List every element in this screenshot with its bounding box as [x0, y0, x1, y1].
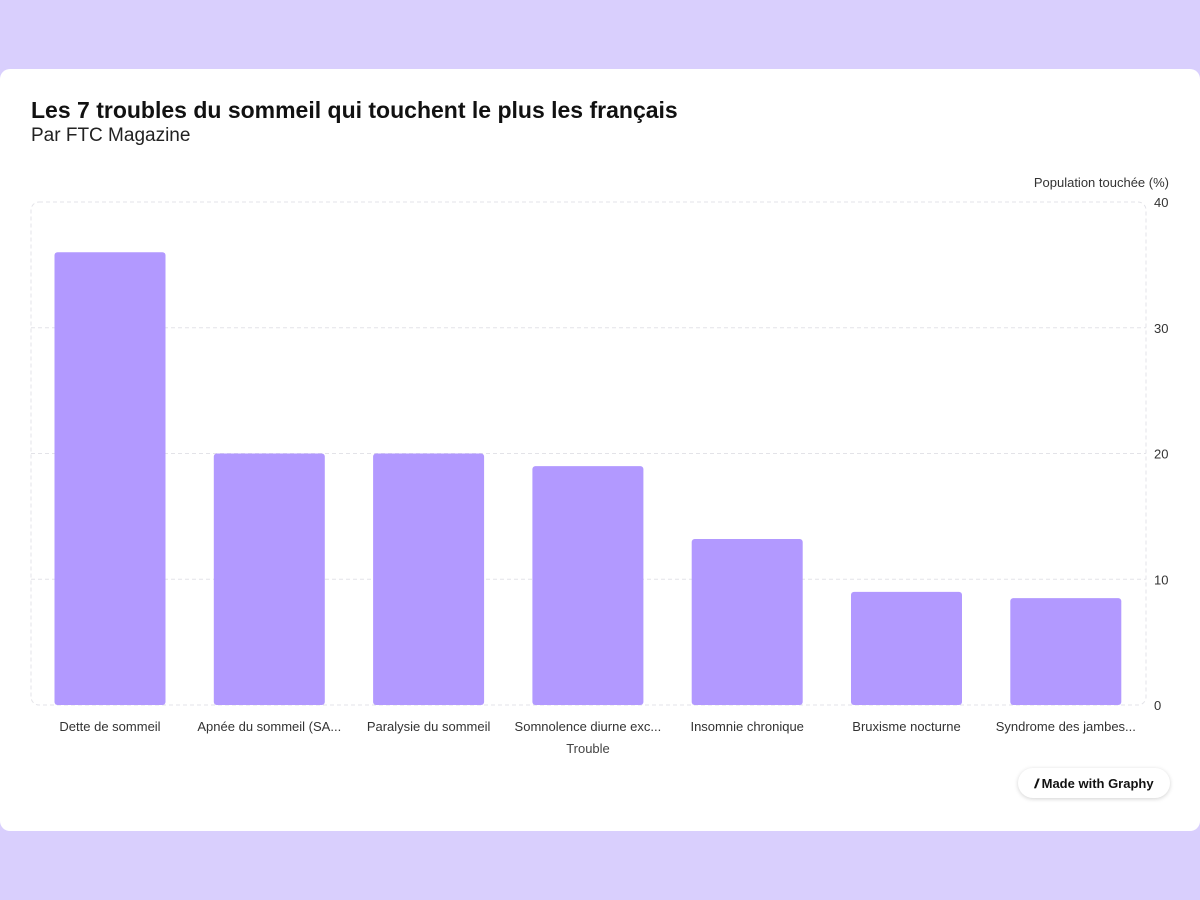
x-tick-label: Insomnie chronique: [690, 719, 803, 734]
x-tick-label: Paralysie du sommeil: [367, 719, 491, 734]
y-tick-label: 30: [1154, 321, 1168, 336]
chart-subtitle: Par FTC Magazine: [31, 125, 191, 146]
x-tick-label: Apnée du sommeil (SA...: [197, 719, 341, 734]
bar: [373, 453, 485, 705]
bar: [54, 252, 166, 706]
bar: [851, 591, 962, 705]
x-tick-label: Somnolence diurne exc...: [515, 719, 662, 734]
bar: [532, 466, 644, 705]
x-tick-label: Syndrome des jambes...: [996, 719, 1136, 734]
made-with-graphy-badge[interactable]: // Made with Graphy: [1018, 768, 1170, 798]
bar: [1010, 598, 1122, 705]
y-tick-label: 40: [1154, 195, 1168, 210]
x-tick-label: Dette de sommeil: [59, 719, 160, 734]
x-axis-label: Trouble: [566, 741, 610, 756]
graphy-logo-icon: //: [1034, 775, 1039, 791]
chart-title: Les 7 troubles du sommeil qui touchent l…: [31, 97, 678, 123]
bar: [213, 453, 325, 705]
y-axis-label: Population touchée (%): [1033, 175, 1169, 190]
badge-label: Made with Graphy: [1041, 775, 1154, 791]
y-tick-label: 20: [1154, 447, 1168, 462]
y-tick-label: 0: [1154, 698, 1161, 713]
x-tick-label: Bruxisme nocturne: [852, 719, 960, 734]
bar: [691, 539, 803, 705]
y-tick-label: 10: [1154, 572, 1168, 587]
